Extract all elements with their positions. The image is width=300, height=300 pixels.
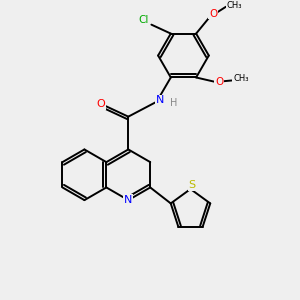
Text: N: N [124, 195, 133, 205]
Text: Cl: Cl [138, 15, 148, 25]
Text: O: O [209, 9, 217, 19]
Text: O: O [215, 77, 223, 87]
Text: CH₃: CH₃ [233, 74, 249, 83]
Text: O: O [96, 99, 105, 109]
Text: S: S [188, 181, 196, 190]
Text: CH₃: CH₃ [226, 1, 242, 10]
Text: N: N [156, 95, 164, 105]
Text: H: H [170, 98, 178, 108]
